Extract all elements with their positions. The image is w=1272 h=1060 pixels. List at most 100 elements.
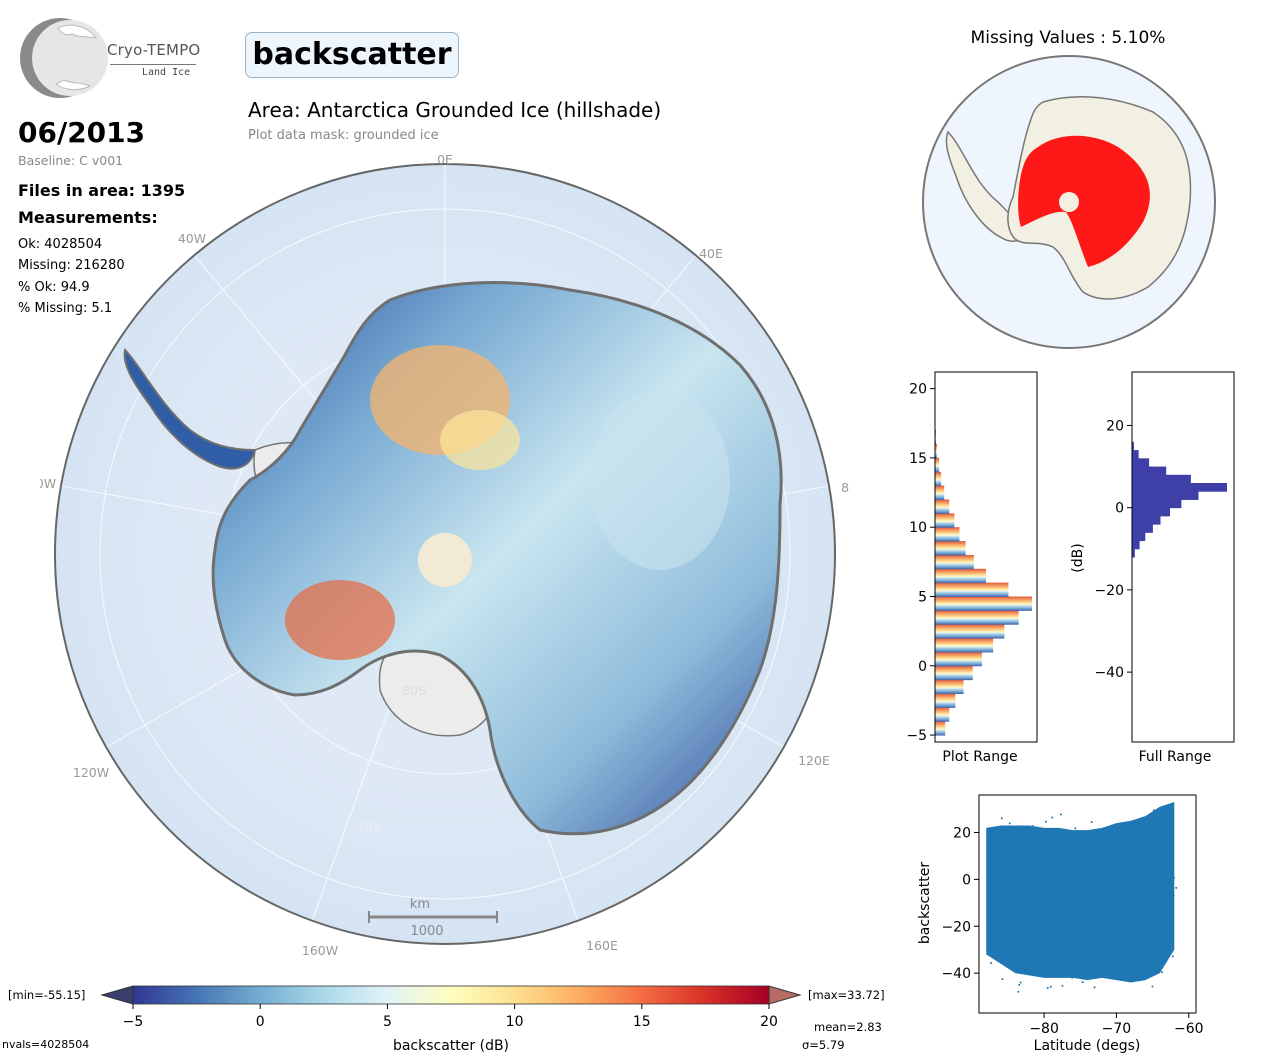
- scatter-point: [1064, 949, 1067, 952]
- parameter-title: backscatter: [245, 32, 459, 78]
- plot-range-ytick-label: 5: [918, 589, 927, 605]
- scatter-point: [1166, 829, 1169, 832]
- full-range-bar: [1132, 450, 1139, 459]
- lon-label-120e: 120E: [798, 753, 830, 768]
- scatter-point: [1039, 924, 1042, 927]
- scatter-point: [1162, 863, 1165, 866]
- scatter-point: [1010, 857, 1013, 860]
- plot-range-bar: [935, 596, 1032, 611]
- scatter-point: [1081, 885, 1084, 888]
- cryo-tempo-logo: [20, 18, 108, 98]
- measurements-title: Measurements:: [18, 208, 158, 227]
- scatter-point: [1173, 876, 1176, 879]
- colorbar-tick-label: 15: [633, 1014, 651, 1030]
- colorbar-min-label: [min=-55.15]: [8, 988, 86, 1002]
- plot-range-bar: [935, 638, 994, 653]
- logo-subtitle: Land Ice: [142, 67, 191, 78]
- plot-range-ytick-label: 20: [909, 382, 927, 398]
- scatter-point: [1082, 946, 1085, 949]
- plot-range-bar: [935, 651, 982, 667]
- scatter-point: [989, 961, 992, 964]
- scatter-point: [1158, 813, 1161, 816]
- scatter-point: [1133, 868, 1136, 871]
- lon-label-160w: 160W: [302, 943, 338, 958]
- pole-hole: [418, 533, 472, 587]
- scatter-point: [1112, 917, 1115, 920]
- scale-unit: km: [410, 897, 430, 912]
- scatter-point: [1147, 957, 1150, 960]
- scatter-point: [1051, 816, 1054, 819]
- lat-label-70s: 70S: [357, 819, 381, 834]
- scatter-point: [992, 917, 995, 920]
- plot-range-bar: [935, 527, 960, 542]
- colorbar-min-extension: [100, 985, 134, 1005]
- scatter-ytick-label: −40: [941, 966, 971, 982]
- scale-bar: km 1000: [368, 897, 498, 939]
- plot-range-bar: [935, 610, 1019, 625]
- scatter-point: [1009, 842, 1012, 845]
- plot-range-bar: [935, 499, 950, 514]
- scatter-point: [1071, 895, 1074, 898]
- colorbar: −5 0 5 10 15 20 backscatter (dB): [100, 985, 802, 1054]
- scatter-point: [1059, 813, 1062, 816]
- colorbar-ticks: −5 0 5 10 15 20: [123, 1004, 778, 1030]
- files-count: Files in area: 1395: [18, 181, 186, 200]
- scatter-ylabel: backscatter: [917, 862, 933, 944]
- scatter-point: [1067, 887, 1070, 890]
- scatter-point: [997, 924, 1000, 927]
- stat-pct-ok: % Ok: 94.9: [18, 280, 90, 295]
- scatter-frame: [978, 794, 1197, 1014]
- full-range-bar: [1132, 548, 1135, 558]
- scatter-point: [1082, 859, 1085, 862]
- lon-label-120w: 120W: [73, 765, 109, 780]
- plot-range-bar: [935, 457, 940, 473]
- scatter-point: [1160, 941, 1163, 944]
- scatter-point: [1037, 923, 1040, 926]
- scatter-point: [1038, 847, 1041, 850]
- scatter-point: [1077, 946, 1080, 949]
- scatter-xtick-label: −60: [1174, 1021, 1204, 1037]
- full-range-bar: [1132, 532, 1146, 542]
- scatter-point: [1092, 928, 1095, 931]
- scatter-point: [1052, 912, 1055, 915]
- scatter-point: [1017, 990, 1020, 993]
- scatter-point: [1113, 976, 1116, 979]
- full-range-xlabel: Full Range: [1139, 749, 1212, 765]
- map-boundary: [54, 163, 836, 945]
- plot-range-bar: [935, 624, 1005, 639]
- colorbar-nvals-label: nvals=4028504: [2, 1038, 90, 1051]
- antarctic-peninsula: [123, 347, 257, 470]
- scatter-point: [1021, 867, 1024, 870]
- full-range-bar: [1132, 474, 1191, 484]
- missing-values-title: Missing Values : 5.10%: [970, 28, 1166, 48]
- plot-range-bar: [935, 485, 945, 500]
- full-range-ytick-label: 0: [1115, 501, 1124, 517]
- scatter-point: [1074, 887, 1077, 890]
- scatter-point: [990, 878, 993, 881]
- scatter-point: [1139, 965, 1142, 968]
- scatter-xtick-label: −70: [1102, 1021, 1132, 1037]
- full-range-histogram: 20 0 −20 −40 (dB) Full Range: [1070, 371, 1235, 765]
- yellow-region: [440, 410, 520, 470]
- minimap-pole: [1059, 192, 1079, 212]
- scatter-point: [1002, 951, 1005, 954]
- scatter-point: [1078, 913, 1081, 916]
- lon-label-0e: 0E: [437, 152, 453, 167]
- full-range-bar: [1132, 524, 1153, 533]
- scatter-point: [1123, 860, 1126, 863]
- colorbar-tick-label: 0: [256, 1014, 265, 1030]
- scatter-point: [1030, 935, 1033, 938]
- scatter-ytick-label: 20: [953, 826, 971, 842]
- scatter-point: [1046, 986, 1049, 989]
- scatter-point: [1118, 869, 1121, 872]
- full-range-bar: [1132, 458, 1150, 468]
- scatter-point: [1001, 960, 1004, 963]
- scatter-point: [1015, 845, 1018, 848]
- scatter-yticks: 20 0 −20 −40: [941, 826, 979, 982]
- scatter-point: [1114, 827, 1117, 830]
- scatter-point: [1030, 852, 1033, 855]
- scatter-point: [1039, 881, 1042, 884]
- scatter-point: [1039, 899, 1042, 902]
- plot-range-bar: [935, 554, 974, 570]
- scatter-point: [1117, 959, 1120, 962]
